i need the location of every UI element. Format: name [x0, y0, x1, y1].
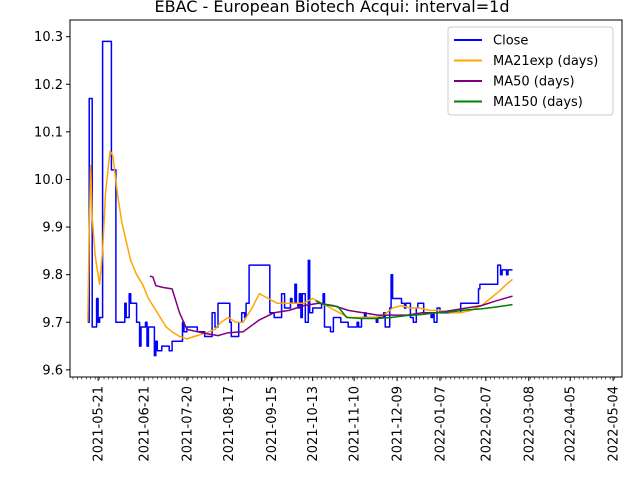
x-tick-label: 2022-02-07 — [479, 386, 494, 462]
x-tick-label: 2022-03-08 — [522, 386, 537, 462]
legend-label: MA21exp (days) — [493, 54, 598, 69]
x-tick-label: 2022-01-07 — [433, 386, 448, 462]
x-tick-label: 2021-05-21 — [92, 386, 107, 462]
y-axis: 9.6 9.7 9.8 9.9 10.0 10.1 10.2 10.3 — [34, 30, 70, 378]
y-tick-label: 9.7 — [42, 316, 63, 331]
legend: Close MA21exp (days) MA50 (days) MA150 (day… — [447, 26, 614, 116]
x-tick-label: 2021-12-09 — [391, 386, 406, 462]
x-tick-label: 2021-06-21 — [137, 386, 152, 462]
chart-title: EBAC - European Biotech Acqui: interval=… — [155, 0, 510, 16]
plot-lines — [87, 40, 513, 357]
legend-label: MA150 (days) — [493, 95, 583, 110]
series-line-ma150-days — [315, 300, 513, 320]
y-tick-label: 10.0 — [34, 173, 63, 188]
plot-frame — [69, 19, 623, 378]
y-tick-label: 9.8 — [42, 268, 63, 283]
legend-box — [447, 26, 614, 116]
x-tick-label: 2021-07-20 — [180, 386, 195, 462]
y-tick-label: 10.1 — [34, 125, 63, 140]
legend-label: Close — [493, 34, 528, 49]
x-tick-label: 2022-04-05 — [564, 386, 579, 462]
x-tick-label: 2021-08-17 — [222, 386, 237, 462]
y-tick-label: 10.2 — [34, 78, 63, 93]
legend-label: MA50 (days) — [493, 75, 575, 90]
y-tick-label: 10.3 — [34, 30, 63, 45]
x-tick-label: 2021-09-15 — [265, 386, 280, 462]
series-line-ma21exp-days — [87, 150, 513, 340]
x-tick-label: 2021-11-10 — [348, 386, 363, 462]
x-tick-label: 2021-10-13 — [306, 386, 321, 462]
series-line-close — [87, 40, 513, 357]
x-tick-label: 2022-05-04 — [607, 386, 622, 462]
y-tick-label: 9.6 — [42, 363, 63, 378]
y-tick-label: 9.9 — [42, 221, 63, 236]
x-axis: 2021-05-21 2021-06-21 2021-07-20 2021-08-17… — [72, 377, 622, 462]
